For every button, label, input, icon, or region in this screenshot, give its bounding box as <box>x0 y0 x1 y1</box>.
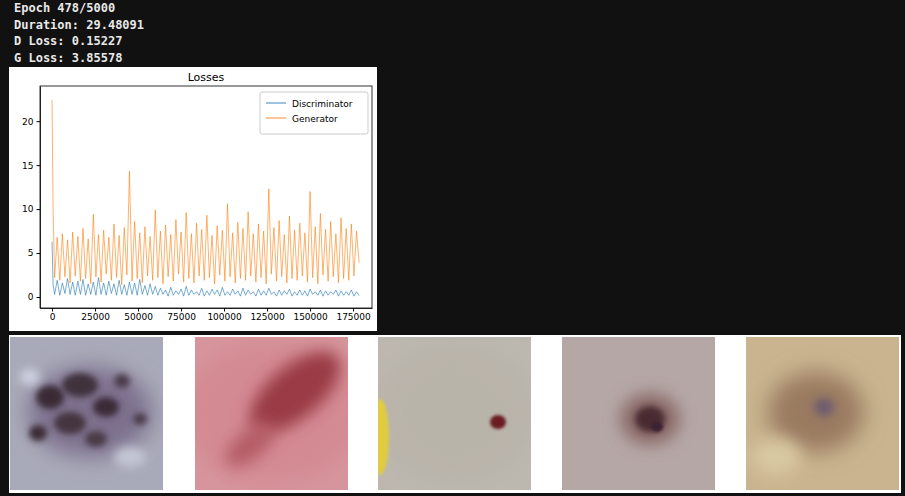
image-background <box>562 337 715 490</box>
image-blob <box>814 398 834 416</box>
tick-label: 100000 <box>207 312 242 322</box>
image-blob <box>28 367 152 457</box>
tick-mark <box>37 253 41 254</box>
image-blob <box>133 413 147 425</box>
image-blob <box>54 412 86 434</box>
figure-background <box>9 67 377 331</box>
tick-label: 150000 <box>293 312 328 322</box>
image-blob <box>29 425 47 441</box>
image-blob <box>114 374 130 388</box>
image-blob <box>36 385 64 409</box>
image-blob <box>62 373 98 397</box>
tick-label: 75000 <box>167 312 196 322</box>
generated-image <box>746 337 899 490</box>
tick: 15 <box>22 161 40 171</box>
image-blob <box>751 439 801 475</box>
axis-line <box>40 87 41 309</box>
image-blob <box>218 415 282 475</box>
tick: 25000 <box>81 308 110 322</box>
header-line: G Loss: 3.85578 <box>14 51 122 65</box>
tick: 100000 <box>207 308 242 322</box>
image-background <box>10 337 163 490</box>
generated-image <box>378 337 531 490</box>
tick: 75000 <box>167 308 196 322</box>
plot-frame <box>40 86 372 308</box>
legend-swatch <box>266 102 286 104</box>
image-blob <box>490 415 506 429</box>
header-line: D Loss: 0.15227 <box>14 34 122 48</box>
header-line: Epoch 478/5000 <box>14 1 115 15</box>
tick-mark <box>37 209 41 210</box>
tick: 50000 <box>124 308 153 322</box>
image-blob <box>620 393 680 445</box>
tick-label: 25000 <box>81 312 110 322</box>
tick-mark <box>37 297 41 298</box>
legend-box <box>260 92 368 134</box>
tick: 10 <box>22 204 40 214</box>
image-blob <box>93 397 119 417</box>
image-blob <box>635 406 665 432</box>
tick-label: 125000 <box>250 312 285 322</box>
tick: 0 <box>28 292 40 302</box>
tick-label: 5 <box>28 248 34 258</box>
tick-label: 175000 <box>336 312 371 322</box>
image-blob <box>85 431 107 447</box>
tick-mark <box>37 121 41 122</box>
tick: 150000 <box>293 308 328 322</box>
tick-label: 20 <box>22 117 34 127</box>
image-strip <box>9 335 901 493</box>
axis-line <box>41 308 373 309</box>
generated-image <box>195 337 348 490</box>
image-blob <box>378 399 389 475</box>
image-blob <box>378 343 531 483</box>
tick: 5 <box>28 248 40 258</box>
tick-label: 50000 <box>124 312 153 322</box>
tick-mark <box>37 165 41 166</box>
legend-label: Discriminator <box>292 99 353 109</box>
y-axis: 0 5 10 15 20 <box>22 87 40 309</box>
tick-label: 0 <box>28 292 34 302</box>
x-axis: 0 25000 50000 75000 100000 125000 150000 175000 <box>41 308 373 322</box>
header-line: Duration: 29.48091 <box>14 18 144 32</box>
image-blob <box>114 447 146 467</box>
generated-image <box>562 337 715 490</box>
image-blob <box>20 369 40 385</box>
tick: 175000 <box>336 308 371 322</box>
tick-label: 0 <box>50 312 56 322</box>
tick-label: 10 <box>22 204 34 214</box>
generated-image <box>10 337 163 490</box>
image-blob <box>651 422 663 432</box>
tick: 0 <box>50 308 56 322</box>
legend-label: Generator <box>292 114 338 124</box>
chart-title: Losses <box>188 71 225 84</box>
legend: Discriminator Generator <box>260 92 368 134</box>
tick: 125000 <box>250 308 285 322</box>
image-background <box>746 337 899 490</box>
legend-swatch <box>266 117 286 119</box>
tick-label: 15 <box>22 161 33 171</box>
page: Epoch 478/5000 Duration: 29.48091 D Loss: … <box>0 0 905 496</box>
tick: 20 <box>22 117 40 127</box>
